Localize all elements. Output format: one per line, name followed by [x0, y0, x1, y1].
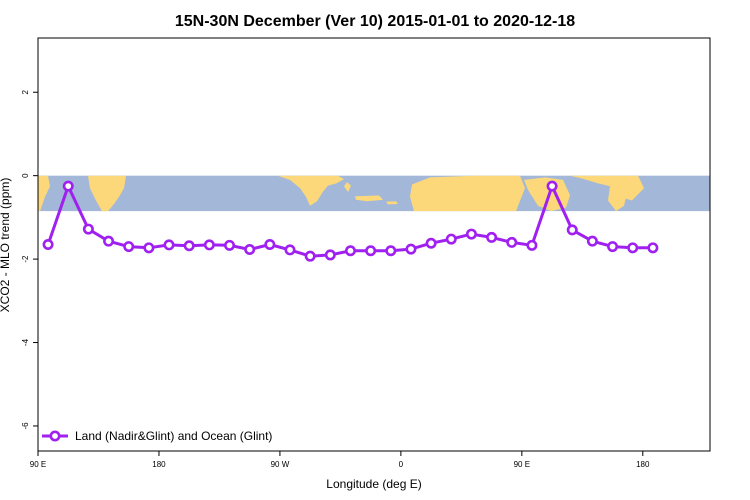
data-point: [183, 240, 195, 252]
data-point: [264, 239, 276, 251]
y-axis: 2 0 -2 -4 -6: [21, 89, 38, 430]
data-point: [324, 249, 336, 261]
world-map-band: [38, 175, 710, 212]
land-hispaniola: [386, 201, 398, 205]
chart-title: 15N-30N December (Ver 10) 2015-01-01 to …: [175, 13, 575, 30]
land-india-south: [608, 186, 628, 212]
legend-label: Land (Nadir&Glint) and Ocean (Glint): [75, 429, 272, 443]
x-tick-label: 180: [636, 460, 650, 469]
data-point: [203, 239, 215, 251]
x-tick-label: 90 W: [271, 460, 290, 469]
land-florida: [344, 182, 351, 192]
data-point: [607, 241, 619, 253]
data-point: [647, 242, 659, 254]
x-tick-label: 90 E: [30, 460, 46, 469]
y-tick-label: 2: [21, 89, 30, 94]
land-cuba: [355, 195, 383, 202]
data-point: [143, 242, 155, 254]
data-point: [163, 239, 175, 251]
x-tick-label: 90 E: [514, 460, 530, 469]
data-point: [284, 244, 296, 256]
data-point: [224, 239, 236, 251]
x-axis: 90 E 180 90 W 0 90 E 180: [30, 451, 650, 469]
y-tick-label: 0: [21, 173, 30, 178]
data-point: [566, 224, 578, 236]
y-tick-label: -4: [21, 338, 30, 346]
data-point: [42, 239, 54, 251]
data-point: [244, 244, 256, 256]
x-axis-label: Longitude (deg E): [326, 477, 421, 491]
y-axis-label: XCO2 - MLO trend (ppm): [0, 178, 12, 313]
data-point: [344, 245, 356, 257]
data-point: [526, 239, 538, 251]
data-point: [82, 223, 94, 235]
data-point: [465, 228, 477, 240]
data-point: [123, 241, 135, 253]
x-tick-label: 0: [399, 460, 404, 469]
plot-frame: [37, 37, 711, 452]
legend-marker: [49, 430, 61, 442]
land-north-america: [278, 175, 344, 206]
data-point: [385, 245, 397, 257]
land-asia-east: [88, 175, 126, 212]
data-point: [546, 180, 558, 192]
series-layer: [42, 180, 659, 262]
y-tick-label: -6: [21, 422, 30, 430]
legend: Land (Nadir&Glint) and Ocean (Glint): [42, 429, 272, 443]
x-tick-label: 180: [152, 460, 166, 469]
land-asia-west: [38, 175, 50, 212]
data-point: [425, 237, 437, 249]
data-point: [62, 180, 74, 192]
data-point: [365, 245, 377, 257]
data-point: [103, 235, 115, 247]
data-point: [405, 243, 417, 255]
data-point: [304, 250, 316, 262]
data-point: [586, 235, 598, 247]
data-point: [506, 236, 518, 248]
land-africa: [410, 175, 525, 212]
data-point: [627, 242, 639, 254]
data-point: [486, 231, 498, 243]
y-tick-label: -2: [21, 255, 30, 263]
data-point: [445, 233, 457, 245]
